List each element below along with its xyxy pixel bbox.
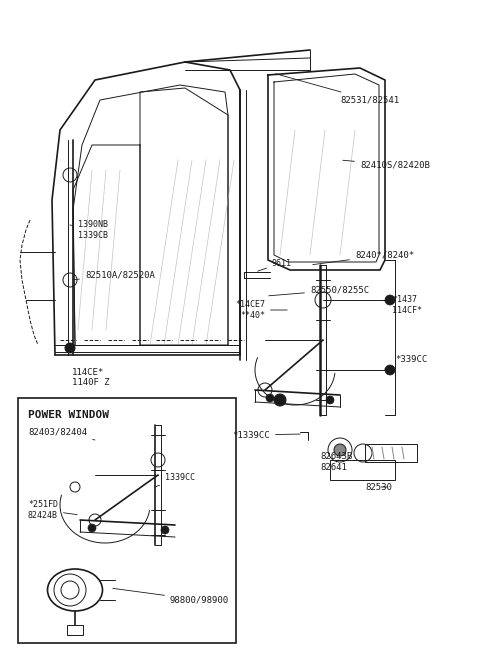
- Text: 114CE*
1140F Z: 114CE* 1140F Z: [72, 368, 109, 388]
- Text: *251FD
82424B: *251FD 82424B: [28, 500, 77, 520]
- Circle shape: [334, 444, 346, 456]
- Circle shape: [385, 295, 395, 305]
- Text: 82643B
82641: 82643B 82641: [320, 452, 352, 472]
- Bar: [18, 398, 236, 643]
- Circle shape: [266, 394, 274, 402]
- Text: 82410S/82420B: 82410S/82420B: [343, 160, 430, 170]
- Text: *339CC: *339CC: [384, 355, 427, 369]
- Text: 8240*/8240*: 8240*/8240*: [313, 250, 414, 265]
- Circle shape: [385, 365, 395, 375]
- Text: 82550/8255C: 82550/8255C: [269, 286, 369, 296]
- Text: 1339CC: 1339CC: [155, 474, 195, 487]
- Circle shape: [65, 343, 75, 353]
- Text: 9611: 9611: [258, 258, 292, 271]
- Bar: [330, 460, 395, 480]
- Text: POWER WINDOW: POWER WINDOW: [28, 410, 109, 420]
- Circle shape: [326, 396, 334, 404]
- Bar: [67, 625, 83, 635]
- Text: 82403/82404: 82403/82404: [28, 428, 95, 440]
- Text: *1437
114CF*: *1437 114CF*: [383, 295, 422, 315]
- Text: 82531/82541: 82531/82541: [276, 74, 399, 104]
- Circle shape: [88, 524, 96, 532]
- Text: 98800/98900: 98800/98900: [113, 589, 229, 604]
- Text: 82510A/82520A: 82510A/82520A: [73, 271, 155, 280]
- Circle shape: [274, 394, 286, 406]
- Bar: [365, 444, 417, 462]
- Text: *14CE7
**40*: *14CE7 **40*: [235, 300, 287, 320]
- Circle shape: [161, 526, 169, 534]
- Text: *1339CC: *1339CC: [232, 430, 300, 440]
- Text: 82530: 82530: [365, 482, 392, 491]
- Text: 1390NB
1339CB: 1390NB 1339CB: [70, 220, 108, 240]
